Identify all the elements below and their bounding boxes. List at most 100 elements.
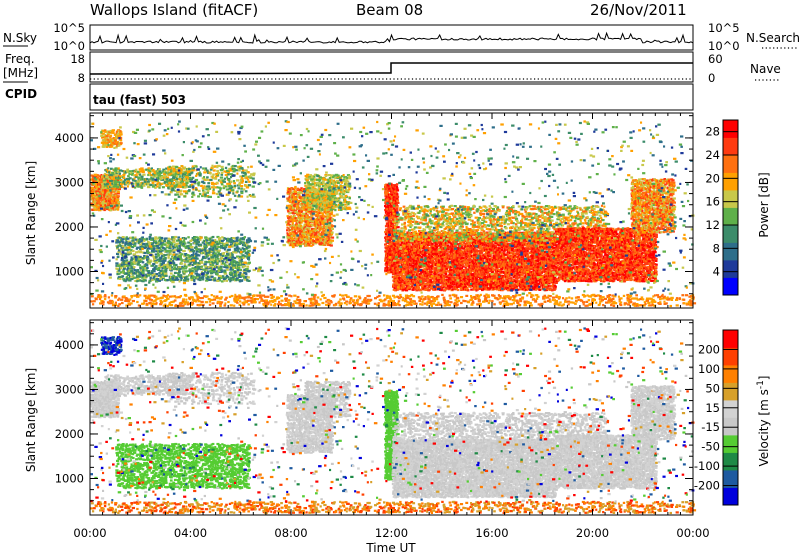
power-echo-cell bbox=[180, 171, 183, 174]
power-echo-cell bbox=[225, 279, 228, 282]
power-echo-cell bbox=[94, 208, 98, 211]
power-echo-cell bbox=[241, 261, 245, 265]
power-echo-cell bbox=[184, 242, 187, 245]
power-echo-cell bbox=[141, 238, 145, 242]
power-echo-cell bbox=[112, 188, 115, 191]
power-echo-cell bbox=[201, 276, 205, 280]
power-echo-cell bbox=[228, 263, 232, 266]
power-echo-cell bbox=[211, 245, 215, 248]
nave-tick-high: 60 bbox=[708, 52, 723, 66]
power-echo-cell bbox=[300, 189, 304, 193]
power-echo-cell bbox=[152, 249, 155, 253]
power-echo-cell bbox=[184, 186, 187, 189]
power-echo-cell bbox=[149, 242, 153, 245]
power-echo-cell bbox=[290, 229, 294, 232]
power-echo-cell bbox=[245, 175, 249, 178]
power-echo-cell bbox=[234, 244, 237, 247]
power-echo-cell bbox=[325, 237, 329, 240]
power-echo-cell bbox=[321, 242, 325, 245]
power-echo-cell bbox=[160, 236, 164, 240]
power-echo-cell bbox=[216, 240, 219, 243]
power-echo-cell bbox=[310, 234, 314, 237]
power-echo-cell bbox=[252, 195, 256, 198]
power-echo-cell bbox=[334, 209, 337, 212]
power-echo-cell bbox=[241, 169, 245, 172]
power-echo-cell bbox=[151, 170, 154, 173]
power-echo-cell bbox=[303, 239, 306, 242]
power-echo-cell bbox=[310, 218, 314, 221]
power-echo-cell bbox=[213, 240, 217, 244]
power-echo-cell bbox=[298, 188, 302, 191]
power-echo-cell bbox=[154, 236, 158, 239]
power-echo-cell bbox=[303, 232, 307, 236]
power-echo-cell bbox=[207, 244, 210, 247]
power-echo-cell bbox=[217, 257, 220, 260]
power-echo-cell bbox=[300, 219, 303, 222]
power-echo-cell bbox=[132, 260, 136, 263]
power-echo-cell bbox=[244, 184, 248, 187]
power-echo-cell bbox=[319, 232, 322, 235]
power-echo-cell bbox=[231, 254, 234, 257]
power-echo-cell bbox=[117, 203, 120, 206]
power-echo-cell bbox=[226, 172, 230, 175]
power-echo-cell bbox=[120, 267, 123, 270]
power-echo-cell bbox=[218, 237, 222, 240]
power-echo-cell bbox=[308, 244, 311, 247]
power-echo-cell bbox=[113, 197, 117, 200]
power-echo-cell bbox=[291, 203, 294, 206]
power-echo-cell bbox=[243, 236, 246, 239]
power-echo-cell bbox=[118, 277, 122, 280]
power-echo-cell bbox=[298, 210, 301, 213]
power-echo-cell bbox=[180, 278, 183, 282]
power-echo-cell bbox=[290, 236, 293, 239]
power-echo-cell bbox=[210, 256, 214, 259]
power-echo-cell bbox=[141, 265, 144, 268]
power-echo-cell bbox=[211, 248, 214, 252]
power-echo-cell bbox=[316, 238, 320, 241]
power-echo-cell bbox=[147, 240, 150, 244]
power-echo-cell bbox=[214, 239, 217, 242]
power-echo-cell bbox=[171, 256, 174, 260]
power-echo-cell bbox=[185, 184, 188, 187]
power-echo-cell bbox=[190, 246, 194, 249]
power-echo-cell bbox=[315, 211, 318, 214]
power-echo-cell bbox=[123, 178, 126, 181]
power-echo-cell bbox=[185, 176, 189, 179]
power-echo-cell bbox=[323, 200, 326, 203]
power-echo-cell bbox=[124, 244, 127, 247]
power-echo-cell bbox=[226, 239, 230, 242]
power-echo-cell bbox=[293, 196, 296, 199]
power-echo-cell bbox=[121, 181, 125, 184]
power-echo-cell bbox=[244, 244, 248, 247]
power-echo-cell bbox=[338, 197, 341, 200]
power-echo-cell bbox=[312, 234, 315, 237]
power-echo-cell bbox=[142, 272, 145, 275]
power-echo-cell bbox=[134, 181, 137, 185]
power-echo-cell bbox=[216, 273, 219, 276]
power-echo-cell bbox=[156, 168, 160, 171]
power-echo-cell bbox=[134, 279, 137, 282]
power-echo-cell bbox=[189, 239, 192, 242]
power-echo-cell bbox=[241, 273, 245, 276]
power-echo-cell bbox=[321, 225, 325, 229]
power-echo-cell bbox=[182, 250, 185, 253]
power-echo-cell bbox=[250, 195, 253, 198]
power-echo-cell bbox=[300, 230, 304, 233]
power-echo-cell bbox=[220, 171, 224, 174]
power-echo-cell bbox=[182, 185, 186, 188]
power-echo-cell bbox=[149, 276, 152, 279]
power-echo-cell bbox=[213, 277, 217, 280]
power-echo-cell bbox=[238, 169, 241, 172]
power-echo-cell bbox=[124, 261, 128, 264]
power-echo-cell bbox=[136, 254, 140, 258]
power-echo-cell bbox=[112, 189, 116, 192]
power-echo-cell bbox=[91, 186, 94, 189]
power-echo-cell bbox=[124, 248, 128, 251]
power-echo-cell bbox=[245, 176, 249, 180]
power-echo-cell bbox=[163, 176, 167, 179]
power-echo-cell bbox=[90, 196, 94, 199]
power-echo-cell bbox=[156, 252, 160, 255]
power-echo-cell bbox=[140, 175, 144, 178]
power-echo-cell bbox=[295, 197, 298, 200]
power-echo-cell bbox=[232, 264, 235, 267]
